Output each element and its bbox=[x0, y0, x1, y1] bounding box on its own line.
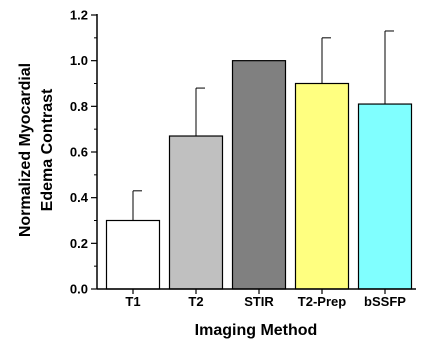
y-tick-label: 0.6 bbox=[70, 145, 88, 160]
y-tick-label: 0.4 bbox=[70, 190, 89, 205]
bar-stir bbox=[231, 60, 287, 290]
error-bars-group bbox=[132, 30, 394, 221]
y-tick-label: 1.2 bbox=[70, 8, 88, 23]
y-tick-label: 0.2 bbox=[70, 236, 88, 251]
bar-t2 bbox=[168, 135, 224, 290]
x-tick-label-t2: T2 bbox=[188, 294, 203, 309]
bars-group bbox=[105, 60, 413, 290]
x-axis-title: Imaging Method bbox=[195, 322, 318, 339]
y-ticks-group: 0.0 0.2 0.4 0.6 0.8 1.0 1.2 bbox=[70, 8, 97, 297]
bar-t1 bbox=[105, 219, 161, 290]
x-tick-label-stir: STIR bbox=[244, 294, 274, 309]
bar-bssfp bbox=[357, 103, 413, 290]
x-tick-label-t2-prep: T2-Prep bbox=[298, 294, 346, 309]
y-tick-label: 0.8 bbox=[70, 99, 88, 114]
x-ticks-group: T1 T2 STIR T2-Prep bSSFP bbox=[125, 289, 406, 309]
y-axis-title-line2: Edema Contrast bbox=[39, 88, 56, 211]
y-tick-label: 0.0 bbox=[70, 282, 88, 297]
x-tick-label-bssfp: bSSFP bbox=[364, 294, 406, 309]
y-tick-label: 1.0 bbox=[70, 53, 88, 68]
y-axis-title-line1: Normalized Myocardial bbox=[17, 63, 34, 237]
bar-t2-prep bbox=[294, 82, 350, 290]
x-tick-label-t1: T1 bbox=[125, 294, 140, 309]
